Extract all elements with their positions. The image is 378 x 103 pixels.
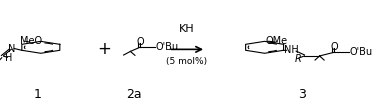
Text: O: O — [330, 42, 338, 52]
Text: 1: 1 — [34, 88, 42, 101]
Text: 2a: 2a — [126, 88, 142, 101]
Text: +: + — [97, 40, 111, 58]
Text: KH: KH — [178, 24, 194, 34]
Text: MeO: MeO — [20, 36, 42, 46]
Text: N: N — [8, 43, 15, 53]
Text: R: R — [0, 102, 1, 103]
Text: H: H — [5, 53, 12, 63]
Text: O'Bu: O'Bu — [155, 42, 179, 52]
Text: 3: 3 — [299, 88, 306, 101]
Text: OMe: OMe — [265, 36, 287, 46]
Text: (5 mol%): (5 mol%) — [166, 57, 207, 66]
Text: O'Bu: O'Bu — [350, 47, 373, 57]
Text: R: R — [294, 54, 301, 64]
Text: NH: NH — [284, 45, 299, 55]
Text: O: O — [136, 37, 144, 47]
